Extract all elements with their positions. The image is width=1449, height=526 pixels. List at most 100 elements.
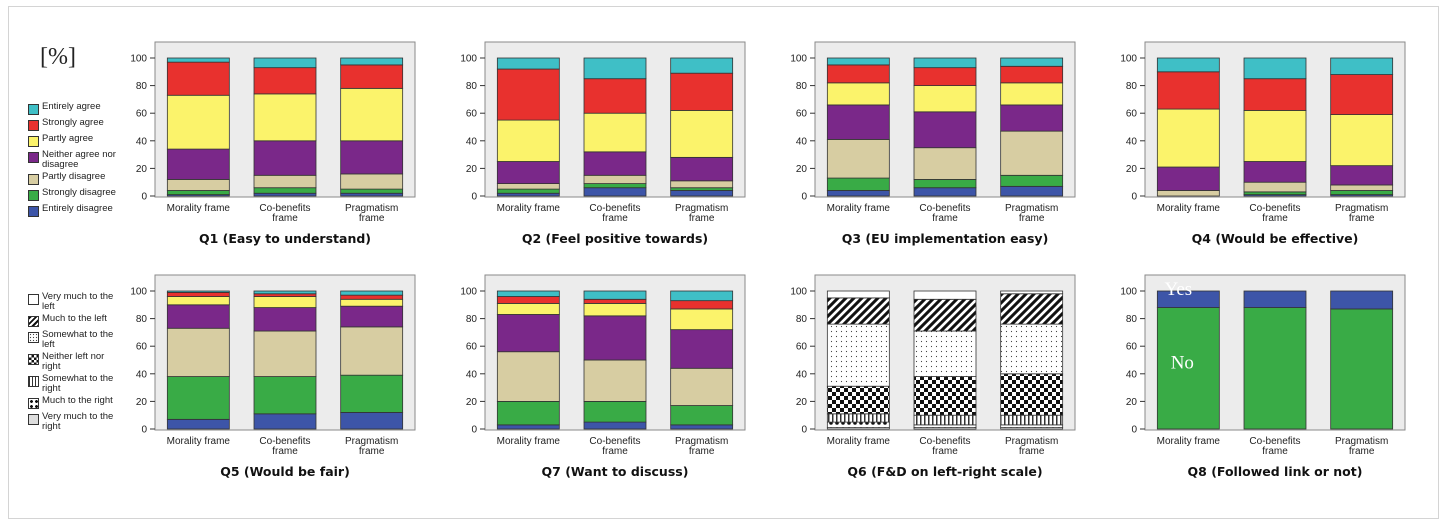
bar-segment-very-much-to-the-left (826, 290, 890, 299)
bar-segment-very-much-to-the-left (913, 290, 977, 300)
bar-segment-neither-left-nor-right (913, 376, 977, 416)
bar-segment-neither-agree-nor-disagree (670, 156, 734, 182)
bar-segment-strongly-agree (1243, 78, 1307, 111)
bar-segment-partly-agree (583, 112, 647, 153)
annotation-yes: Yes (1165, 279, 1193, 300)
legend-agree-swatch (28, 120, 39, 131)
x-category-label: Co-benefits frame (259, 436, 310, 457)
y-tick-label: 100 (130, 287, 147, 298)
bar-segment-partly-disagree (496, 183, 560, 190)
legend-scale-label: Somewhat to the right (42, 373, 114, 394)
x-category-label: Pragmatism frame (1005, 436, 1058, 457)
bar-segment-partly-disagree (166, 179, 230, 191)
y-tick-label: 20 (136, 164, 148, 175)
bar-segment-partly-agree (253, 296, 317, 308)
x-category-label: Pragmatism frame (675, 436, 728, 457)
bar-segment-neither-agree-nor-disagree (670, 329, 734, 369)
legend-scale-label: Very much to the right (42, 411, 114, 432)
bar-segment-strongly-agree (166, 291, 230, 297)
bar-segment-partly-agree (496, 119, 560, 162)
legend-agree-swatch (28, 104, 39, 115)
x-category-label-line: Co-benefits (259, 203, 310, 214)
bar-segment-partly-agree (166, 94, 230, 150)
bar-segment-no (1243, 307, 1307, 430)
x-category-label-line: frame (359, 213, 385, 224)
bar-segment-somewhat-to-the-left (826, 323, 890, 387)
legend-agree-label: Strongly disagree (42, 187, 116, 198)
bar-segment-partly-agree (1330, 114, 1394, 167)
bar-segment-partly-agree (670, 308, 734, 331)
y-tick-label: 80 (796, 81, 808, 92)
bar-segment-somewhat-to-the-right (1000, 414, 1064, 426)
legend-scale-item-much-to-the-right: Much to the right (28, 396, 116, 409)
x-category-label-line: frame (1019, 446, 1045, 457)
y-tick-label: 40 (466, 369, 478, 380)
panel-title: Q8 (Followed link or not) (1188, 464, 1363, 479)
legend-scale-item-much-to-the-left: Much to the left (28, 314, 116, 327)
legend-agree-label: Strongly agree (42, 117, 104, 128)
x-category-label: Morality frame (827, 203, 891, 214)
legend-scale-item-somewhat-to-the-right: Somewhat to the right (28, 374, 116, 393)
x-category-label-line: Co-benefits (919, 203, 970, 214)
bar-segment-somewhat-to-the-right (826, 413, 890, 423)
legend-agree-label: Partly disagree (42, 171, 106, 182)
annotation-no: No (1171, 352, 1194, 373)
x-category-label-line: Co-benefits (1249, 203, 1300, 214)
bar-segment-much-to-the-right (913, 424, 977, 429)
y-tick-label: 20 (796, 397, 808, 408)
legend-agree-swatch (28, 174, 39, 185)
x-category-label-line: Pragmatism (1335, 203, 1388, 214)
bar-segment-partly-disagree (583, 174, 647, 184)
bar-segment-entirely-disagree (583, 421, 647, 430)
x-category-label: Morality frame (1157, 203, 1221, 214)
legend-agree-label: Entirely disagree (42, 203, 113, 214)
bar-segment-strongly-disagree (583, 183, 647, 189)
x-category-label-line: frame (1262, 213, 1288, 224)
bar-segment-entirely-disagree (253, 413, 317, 430)
bar-segment-strongly-agree (340, 294, 404, 300)
x-category-label: Co-benefits frame (589, 203, 640, 224)
bar-segment-neither-left-nor-right (1000, 373, 1064, 416)
bar-segment-partly-disagree (670, 180, 734, 189)
y-tick-label: 100 (790, 54, 807, 65)
bar-segment-entirely-agree (583, 290, 647, 300)
y-tick-label: 0 (471, 425, 477, 436)
bar-segment-much-to-the-left (1000, 293, 1064, 325)
legend-scale-label: Somewhat to the left (42, 329, 114, 350)
bar-segment-partly-agree (340, 298, 404, 307)
x-category-label-line: Pragmatism (345, 436, 398, 447)
bar-segment-entirely-agree (166, 57, 230, 63)
y-tick-label: 20 (1126, 164, 1138, 175)
x-category-label: Pragmatism frame (1335, 203, 1388, 224)
legend-agree-item-entirely-disagree: Entirely disagree (28, 204, 116, 217)
bar-segment-entirely-disagree (166, 418, 230, 430)
bar-segment-neither-agree-nor-disagree (496, 161, 560, 184)
x-category-label-line: frame (932, 446, 958, 457)
x-category-label-line: frame (602, 446, 628, 457)
bar-segment-entirely-disagree (670, 190, 734, 197)
bar-segment-neither-agree-nor-disagree (496, 314, 560, 353)
x-category-label-line: Pragmatism (675, 436, 728, 447)
bar-segment-partly-agree (670, 110, 734, 158)
bar-segment-strongly-disagree (253, 187, 317, 194)
y-tick-label: 80 (466, 314, 478, 325)
bar-segment-strongly-disagree (670, 405, 734, 426)
y-tick-label: 20 (136, 397, 148, 408)
y-tick-label: 40 (1126, 369, 1138, 380)
x-category-label-line: frame (272, 213, 298, 224)
bar-segment-entirely-disagree (253, 192, 317, 197)
legend-scale-swatch (28, 376, 39, 387)
bar-segment-neither-agree-nor-disagree (1243, 161, 1307, 183)
x-category-label-line: frame (272, 446, 298, 457)
y-tick-label: 60 (796, 342, 808, 353)
y-tick-label: 20 (796, 164, 808, 175)
x-category-label-line: Co-benefits (589, 436, 640, 447)
y-tick-label: 40 (796, 136, 808, 147)
x-category-label-line: frame (1349, 213, 1375, 224)
panel-title: Q2 (Feel positive towards) (522, 231, 708, 246)
legend-agree-item-strongly-disagree: Strongly disagree (28, 188, 116, 201)
x-category-label-line: frame (602, 213, 628, 224)
